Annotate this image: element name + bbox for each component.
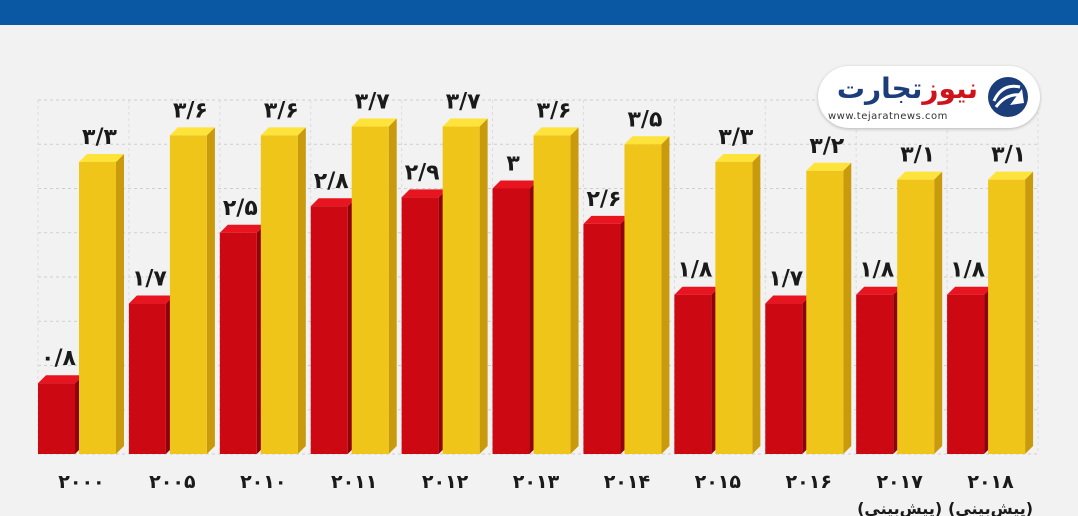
data-label: ۳ [506, 152, 520, 177]
bar [310, 206, 348, 454]
bar-side [570, 127, 579, 455]
data-label: ۳/۷ [446, 90, 481, 115]
logo-url: www.tejaratnews.com [828, 111, 948, 122]
bar [169, 135, 207, 454]
data-label: ۳/۳ [82, 125, 117, 150]
bar [715, 161, 753, 454]
logo-name-accent: نیوز [922, 72, 978, 105]
bar [128, 303, 166, 454]
bar-top [856, 286, 902, 295]
data-label: ۱/۸ [859, 258, 894, 283]
bar [765, 303, 803, 454]
x-tick-sublabel: (پیش‌بینی) [948, 499, 1033, 516]
data-label: ۱/۸ [677, 258, 712, 283]
data-label: ۲/۹ [405, 160, 440, 185]
bar [674, 294, 712, 454]
data-label: ۳/۳ [718, 125, 753, 150]
bar-side [843, 162, 852, 455]
data-label: ۱/۷ [768, 267, 803, 292]
bar [401, 197, 439, 454]
bar-side [206, 127, 215, 455]
x-tick-label: ۲۰۱۷ [876, 471, 923, 493]
x-tick-label: ۲۰۱۲ [422, 471, 469, 493]
bar-top [260, 127, 306, 136]
data-label: ۲/۸ [314, 169, 349, 194]
bar-top [442, 118, 488, 127]
bar [260, 135, 298, 454]
x-tick-label: ۲۰۱۶ [786, 471, 832, 493]
bar-side [388, 118, 397, 455]
bar-top [128, 295, 174, 304]
bar [806, 170, 844, 455]
bar-top [219, 224, 265, 233]
bar-side [297, 127, 306, 455]
bar-top [310, 198, 356, 207]
bar-side [1025, 171, 1034, 454]
bar-side [116, 153, 124, 454]
tejarat-news-logo: نیوزتجارت www.tejaratnews.com [818, 66, 1040, 128]
bar [583, 223, 621, 454]
bar-side [752, 153, 761, 454]
bar-top [533, 127, 579, 136]
data-label: ۳/۵ [628, 107, 663, 132]
data-label: ۲/۶ [587, 187, 622, 212]
x-tick-label: ۲۰۱۰ [240, 471, 286, 493]
bar-top [624, 136, 670, 145]
bar [351, 126, 389, 455]
bar-top [79, 153, 124, 162]
bar-top [715, 153, 761, 162]
bar [988, 179, 1026, 454]
bar [442, 126, 480, 455]
bar-top [988, 171, 1034, 180]
x-tick-label: ۲۰۱۳ [513, 471, 560, 493]
bar-top [583, 215, 629, 224]
x-tick-label: ۲۰۰۰ [58, 471, 104, 493]
data-label: ۳/۶ [173, 98, 208, 123]
bar-side [479, 118, 488, 455]
data-label: ۲/۵ [223, 196, 258, 221]
bar-top [674, 286, 720, 295]
data-label: ۱/۷ [132, 267, 167, 292]
data-label: ۳/۷ [355, 90, 390, 115]
bar [947, 294, 985, 454]
bar-top [806, 162, 852, 171]
bar-side [661, 136, 670, 454]
x-tick-label: ۲۰۱۱ [331, 471, 377, 493]
bar [856, 294, 894, 454]
x-tick-label: ۲۰۰۵ [149, 471, 196, 493]
bar-top [401, 189, 447, 198]
bar [79, 161, 116, 454]
bar-top [897, 171, 943, 180]
data-label: ۳/۱ [900, 143, 935, 168]
x-tick-label: ۲۰۱۵ [695, 471, 742, 493]
bar [38, 383, 75, 454]
x-tick-label: ۲۰۱۴ [604, 471, 650, 493]
bar-chart: ۰/۸ ۳/۳ ۲۰۰۰ ۱/۷ ۳/۶ ۲۰۰۵ ۲/۵ ۳/۶ ۲۰۱۰ ۲/۸ ۳/۷ ۲۰۱۱… [37, 90, 1039, 516]
data-label: ۳/۶ [264, 98, 299, 123]
header-bar [0, 0, 1078, 25]
bar [219, 232, 257, 454]
globe-arrow-icon [988, 77, 1028, 117]
data-label: ۱/۸ [950, 258, 985, 283]
x-tick-label: ۲۰۱۸ [967, 471, 1014, 493]
logo-wordmark: نیوزتجارت [837, 72, 978, 105]
bar-side [934, 171, 943, 454]
data-label: ۳/۱ [991, 143, 1026, 168]
bar-top [947, 286, 993, 295]
bar [624, 144, 662, 454]
bar-top [492, 180, 538, 189]
bar [492, 188, 530, 454]
data-label: ۳/۶ [537, 98, 572, 123]
bar [897, 179, 935, 454]
data-label: ۰/۸ [41, 346, 76, 371]
logo-name-main: تجارت [836, 72, 923, 105]
bar-top [38, 375, 83, 384]
bar-top [351, 118, 397, 127]
bar [533, 135, 571, 454]
bar-top [169, 127, 215, 136]
bar-top [765, 295, 811, 304]
data-label: ۳/۲ [809, 134, 844, 159]
x-tick-sublabel: (پیش‌بینی) [857, 499, 942, 516]
